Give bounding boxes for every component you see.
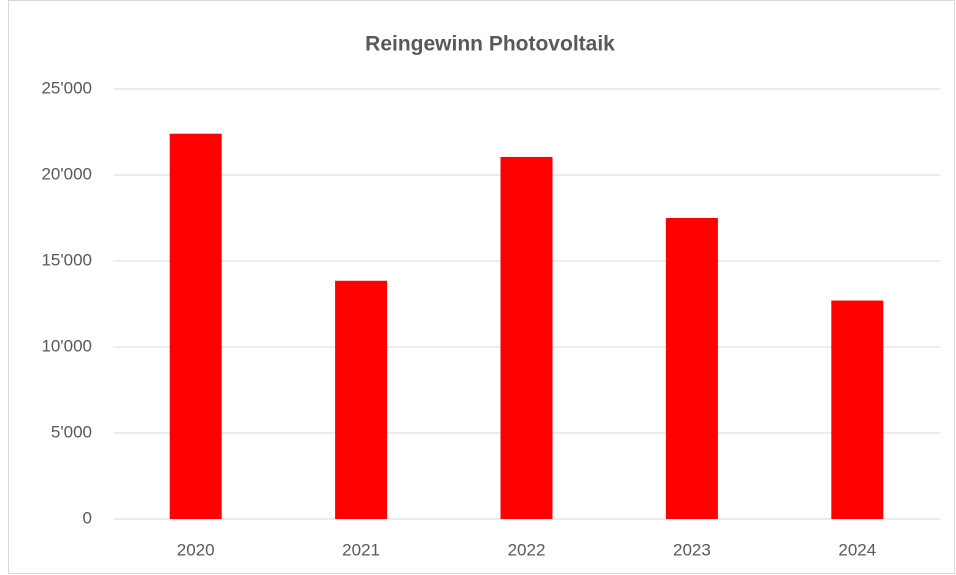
y-tick-label: 15'000 <box>41 250 92 269</box>
bar <box>335 280 388 519</box>
x-tick-label: 2022 <box>508 540 546 559</box>
y-tick-label: 20'000 <box>41 164 92 183</box>
x-tick-label: 2023 <box>673 540 711 559</box>
bar <box>831 300 884 519</box>
chart-frame <box>8 0 955 574</box>
y-tick-label: 25'000 <box>41 78 92 97</box>
bar <box>169 133 222 519</box>
x-tick-label: 2020 <box>177 540 215 559</box>
chart-title: Reingewinn Photovoltaik <box>365 33 615 56</box>
bar <box>500 156 553 519</box>
x-tick-label: 2024 <box>838 540 876 559</box>
y-tick-label: 5'000 <box>51 422 92 441</box>
y-tick-label: 0 <box>83 508 92 527</box>
y-tick-label: 10'000 <box>41 336 92 355</box>
x-tick-label: 2021 <box>342 540 380 559</box>
bar <box>665 218 718 519</box>
